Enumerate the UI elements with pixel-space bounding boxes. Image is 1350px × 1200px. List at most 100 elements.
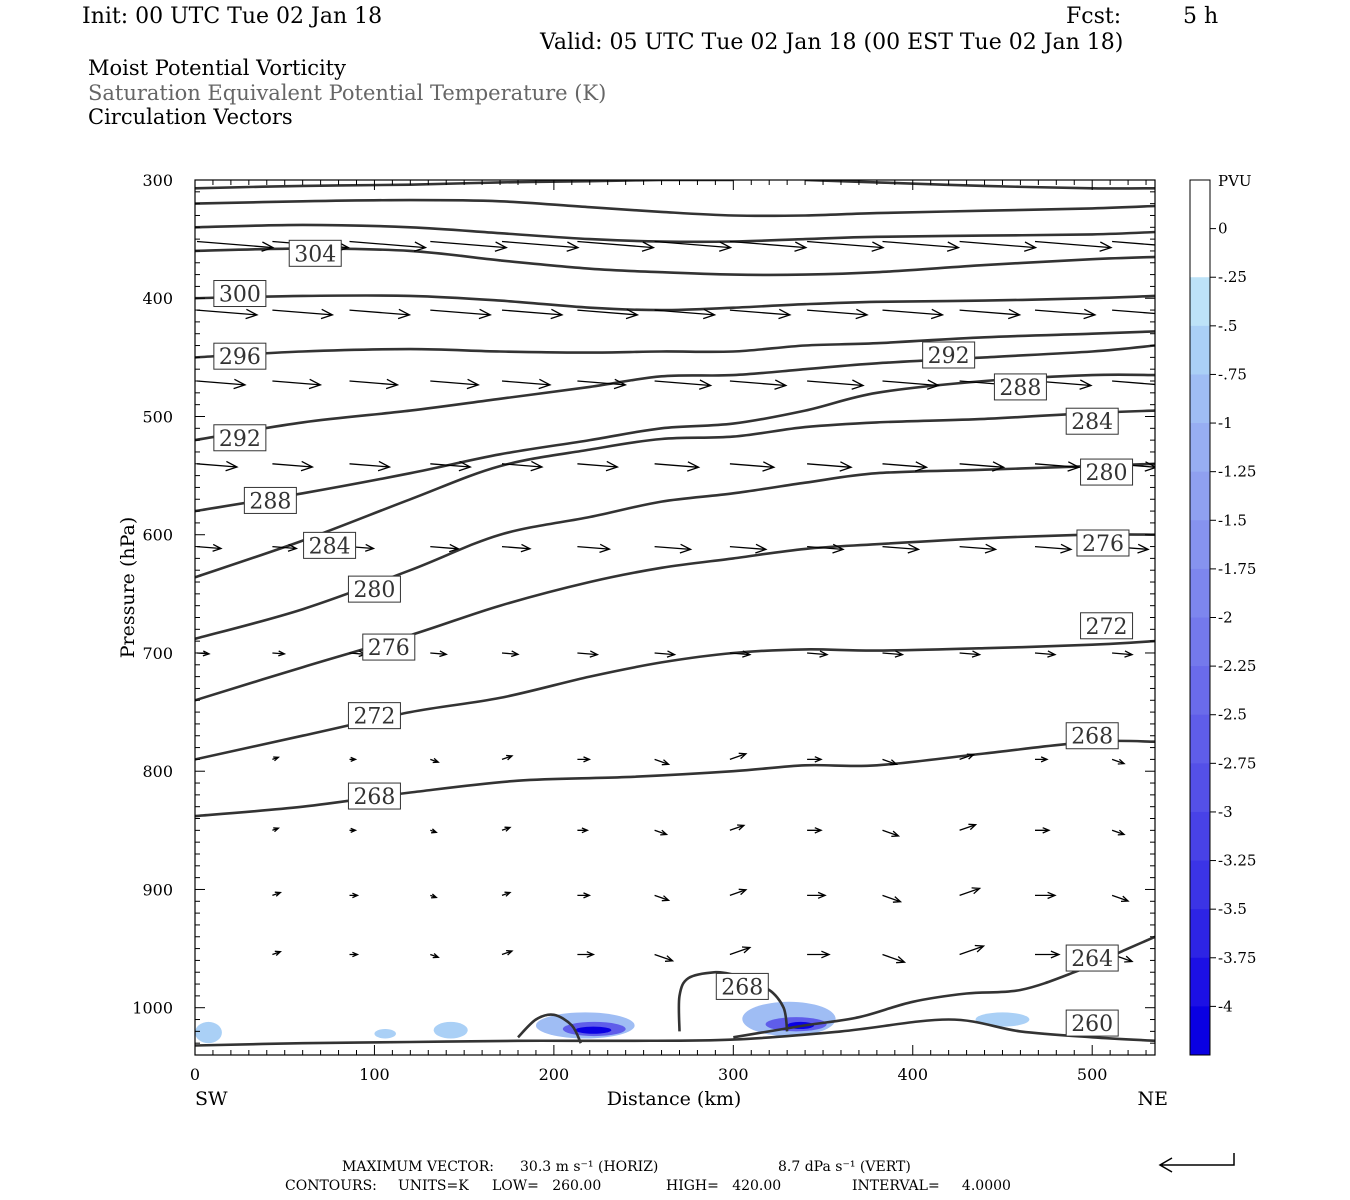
vector-arrow-8-5 [654,894,671,902]
vector-arrow-6-0 [272,756,280,762]
vector-arrow-3-3 [430,460,472,472]
y-tick-label: 700 [142,644,173,663]
vector-arrow-2-8 [807,379,865,390]
vector-arrow-5-8 [807,650,829,658]
vector-arrow-0-4 [501,240,580,252]
colorbar-label: -3.25 [1218,852,1256,870]
vector-arrow-7-2 [430,828,438,834]
contour-label-text: 272 [1086,615,1128,640]
contour-label-280: 280 [347,575,401,603]
contour-300-10 [195,294,1155,312]
colorbar-label: -2.25 [1218,657,1256,675]
pv-shade-1 [374,1028,396,1039]
colorbar-swatch-10 [1190,666,1210,716]
vector-arrow-4-3 [430,543,460,553]
contour-label-box [303,531,357,559]
vector-arrow-5-7 [729,650,752,658]
contour-label-284: 284 [1065,407,1119,435]
vector-arrow-0-6 [654,240,733,252]
contour-label-288: 288 [243,486,297,514]
max-vector-vert: 8.7 dPa s⁻¹ (VERT) [778,1159,911,1175]
y-tick-label: 1000 [132,999,173,1018]
vector-arrow-9-4 [577,951,596,958]
vector-arrow-0-0 [196,240,275,252]
contour-label-text: 268 [353,785,395,810]
contour-label-284: 284 [303,531,357,559]
contour-label-box [288,239,342,267]
contour-272-3 [195,639,1155,761]
vector-arrow-4-11 [1034,543,1073,554]
vector-arrow-1-9 [882,308,945,320]
vector-arrow-9-10 [1035,950,1061,959]
vector-arrow-8-3 [501,891,512,897]
max-vector-label: MAXIMUM VECTOR: [342,1159,494,1175]
contour-label-text: 280 [353,578,395,603]
colorbar-swatch-3 [1190,325,1210,375]
vector-arrow-2-0 [196,378,247,390]
vector-arrow-3-0 [196,460,239,472]
y-tick-label: 400 [142,289,173,308]
vector-arrow-5-5 [577,650,600,658]
vector-arrow-8-11 [1111,894,1130,903]
contour-label-box [1080,612,1134,640]
contour-label-268: 268 [715,972,769,1000]
contour-label-text: 288 [999,376,1041,401]
contour-268-2 [195,739,1155,818]
vector-arrow-5-11 [1034,650,1057,658]
colorbar-swatch-0 [1190,180,1210,230]
vector-arrow-1-4 [501,308,564,320]
x-right-end-label: NE [1138,1088,1169,1110]
vector-arrow-5-3 [430,650,448,658]
contour-label-text: 304 [294,242,336,267]
vector-arrow-9-8 [882,953,907,964]
vector-arrow-1-5 [577,308,640,320]
vector-arrow-6-7 [807,756,823,763]
contour-label-text: 268 [721,975,763,1000]
vector-arrow-7-9 [959,823,978,831]
colorbar-title: PVU [1218,172,1252,190]
vector-arrow-3-5 [577,460,620,472]
contour-label-text: 288 [249,489,291,514]
vector-arrow-3-10 [959,461,1006,472]
vector-arrow-3-2 [349,460,392,472]
colorbar-swatch-9 [1190,617,1210,667]
pv-shade-5 [575,1026,612,1034]
vector-arrow-8-7 [807,891,827,899]
contours-label: CONTOURS: [285,1178,377,1194]
pv-shade-9 [975,1012,1030,1027]
contour-label-272: 272 [347,702,401,730]
contours-low: LOW= 260.00 [492,1178,602,1194]
vector-arrow-7-8 [882,829,901,838]
contour-260-0 [195,1018,1155,1047]
y-tick-label: 600 [142,526,173,545]
vector-arrow-9-3 [501,949,514,956]
contour-288-7 [195,373,1155,513]
vector-arrow-4-9 [882,543,921,554]
contour-304-11 [195,247,1155,277]
pv-shading-layer [195,1001,1030,1044]
colorbar-label: -2.75 [1218,754,1256,772]
contour-284-6 [195,409,1155,579]
vector-arrow-7-7 [807,827,823,834]
vector-layer [196,240,1155,964]
axis-layer: 300 400 500 600 700 800 900 1000 0 100 200 300 400 50… [117,171,1168,1110]
colorbar-label: -3.5 [1218,900,1247,918]
colorbar-label: -1.75 [1218,560,1256,578]
vector-arrow-4-6 [654,543,693,554]
vector-arrow-1-3 [430,308,492,320]
vector-arrow-8-8 [882,894,903,903]
vector-arrow-1-12 [1112,309,1155,315]
vector-arrow-8-6 [729,888,748,897]
colorbar-swatch-1 [1190,228,1210,278]
x-tick-label: 200 [539,1065,570,1084]
vector-arrow-2-12 [1112,380,1155,386]
contour-label-288: 288 [993,373,1047,401]
vector-arrow-6-9 [959,753,976,761]
vector-arrow-9-0 [272,950,282,956]
y-axis-title: Pressure (hPa) [117,517,139,659]
vector-arrow-1-1 [272,308,335,320]
contour-label-268: 268 [1065,722,1119,750]
max-vector-horiz: 30.3 m s⁻¹ (HORIZ) [520,1159,659,1175]
contours-interval: INTERVAL= 4.0000 [852,1178,1011,1194]
